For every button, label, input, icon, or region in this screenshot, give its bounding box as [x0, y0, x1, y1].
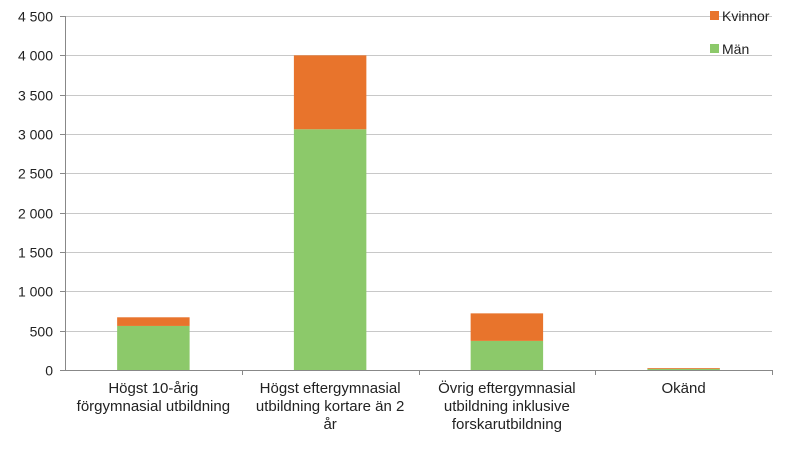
- x-tick-label-line: utbildning inklusive: [444, 398, 570, 415]
- y-tick-label: 1 000: [18, 284, 53, 300]
- x-tick-label-line: Övrig eftergymnasial: [438, 379, 576, 397]
- gridlines: [65, 16, 772, 332]
- y-tick-label: 1 500: [18, 245, 53, 261]
- bar-kvinnor: [117, 317, 190, 326]
- x-tick-label: Övrig eftergymnasial utbildning inklusive…: [438, 379, 576, 433]
- y-tick-label: 2 000: [18, 206, 53, 222]
- legend-swatch: [710, 44, 719, 53]
- bar-kvinnor: [470, 313, 544, 341]
- x-tick-label: Högst eftergymnasial utbildning kortare ä…: [256, 380, 404, 433]
- legend: Kvinnor Män: [710, 8, 770, 57]
- axes: 0 500 1 000 1 500 2 000 2 500 3 000 3 500 4 000 4…: [18, 9, 773, 433]
- x-tick-label-line: Högst 10-årig: [108, 380, 198, 397]
- legend-label: Kvinnor: [722, 8, 770, 24]
- y-tick-label: 0: [45, 363, 53, 379]
- y-tick-label: 3 500: [18, 88, 53, 104]
- y-tick-label: 500: [30, 324, 54, 340]
- bar-kvinnor: [647, 368, 720, 369]
- y-tick-label: 4 000: [18, 48, 53, 64]
- x-tick-label-line: utbildning kortare än 2: [256, 398, 404, 415]
- legend-label: Män: [722, 41, 749, 57]
- bar-m-n: [117, 325, 190, 370]
- bar-kvinnor: [293, 55, 367, 130]
- bar-m-n: [647, 368, 720, 370]
- x-tick-label-line: Okänd: [662, 380, 706, 397]
- x-tick-label-line: år: [323, 416, 336, 433]
- x-tick-label: Högst 10-årig förgymnasial utbildning: [77, 380, 230, 415]
- bars: [117, 55, 720, 370]
- x-tick-label-line: forskarutbildning: [452, 416, 562, 433]
- x-tick-label: Okänd: [662, 380, 706, 397]
- y-tick-label: 2 500: [18, 166, 53, 182]
- legend-swatch: [710, 11, 719, 20]
- bar-m-n: [470, 340, 544, 370]
- y-tick-label: 4 500: [18, 9, 53, 25]
- bar-m-n: [293, 129, 367, 370]
- y-tick-label: 3 000: [18, 127, 53, 143]
- x-tick-label-line: Högst eftergymnasial: [260, 380, 401, 397]
- x-tick-label-line: förgymnasial utbildning: [77, 398, 230, 415]
